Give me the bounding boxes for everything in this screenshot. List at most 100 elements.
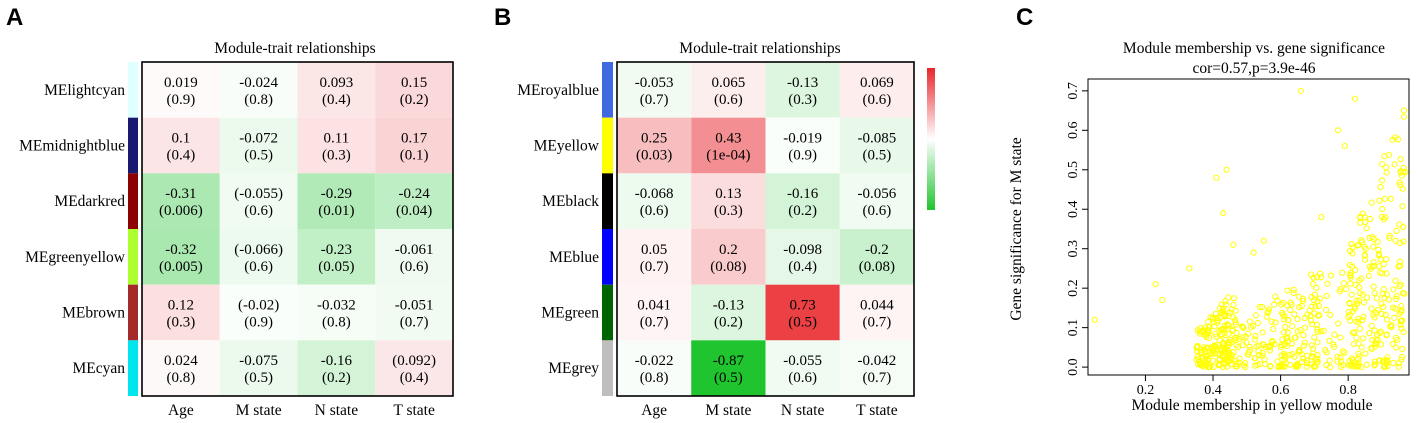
scatter-point: [1362, 245, 1369, 253]
scatter-point: [1197, 361, 1205, 368]
scatter-point: [1226, 309, 1233, 316]
heatmap-cell: [297, 340, 376, 396]
scatter-point: [1353, 363, 1360, 370]
scatter-point: [1323, 349, 1330, 356]
cell-pvalue: (0.7): [640, 92, 669, 108]
row-label: MElightcyan: [44, 82, 125, 99]
scatter-point: [1225, 347, 1232, 354]
scatter-point: [1361, 256, 1369, 263]
scatter-point: [1233, 329, 1240, 337]
scatter-point: [1353, 297, 1360, 304]
scatter-point: [1220, 360, 1227, 367]
scatter-point: [1243, 339, 1250, 346]
scatter-point: [1186, 265, 1193, 272]
scatter-point: [1334, 353, 1341, 360]
scatter-point: [1242, 333, 1249, 340]
module-color-swatch: [128, 229, 138, 285]
scatter-point: [1384, 354, 1391, 361]
row-label: MEbrown: [62, 305, 125, 322]
scatter-point: [1266, 347, 1274, 354]
scatter-point: [1324, 280, 1331, 287]
scatter-point: [1339, 348, 1347, 355]
heatmap-cell: [219, 62, 298, 118]
cell-correlation: -0.072: [239, 131, 278, 147]
scatter-point: [1222, 312, 1229, 319]
scatter-point: [1224, 343, 1231, 350]
scatter-point: [1381, 153, 1388, 160]
cell-pvalue: (0.9): [167, 92, 196, 108]
scatter-point: [1311, 291, 1319, 298]
y-tick-label: 0.6: [1066, 122, 1081, 140]
scatter-point: [1256, 360, 1264, 368]
cell-pvalue: (0.5): [714, 370, 743, 386]
cell-correlation: -0.032: [317, 298, 356, 314]
scatter-point: [1356, 290, 1364, 297]
scatter-point: [1217, 346, 1225, 353]
scatter-point: [1378, 177, 1386, 184]
heatmap-cell: [839, 173, 914, 229]
cell-pvalue: (0.3): [714, 203, 743, 219]
scatter-point: [1373, 340, 1380, 347]
cell-pvalue: (0.6): [640, 203, 669, 219]
x-tick-label: 0.2: [1137, 383, 1155, 398]
scatter-point: [1398, 307, 1405, 314]
scatter-point: [1278, 301, 1285, 308]
cell-correlation: 0.25: [641, 131, 667, 147]
scatter-point: [1398, 356, 1405, 363]
cell-pvalue: (0.6): [863, 92, 892, 108]
scatter-point: [1397, 318, 1404, 325]
scatter-point: [1353, 300, 1361, 307]
scatter-point: [1246, 318, 1253, 325]
x-tick-label: 0.6: [1272, 383, 1290, 398]
scatter-point: [1359, 335, 1367, 342]
scatter-point: [1289, 323, 1296, 330]
scatter-point: [1209, 345, 1216, 352]
scatter-point: [1399, 345, 1406, 353]
scatter-point: [1341, 142, 1348, 150]
scatter-point: [1256, 351, 1263, 359]
scatter-point: [1300, 342, 1307, 349]
scatter-point: [1339, 269, 1346, 276]
scatter-point: [1386, 232, 1393, 239]
scatter-point: [1363, 294, 1371, 301]
scatter-point: [1233, 361, 1240, 368]
scatter-point: [1268, 318, 1275, 325]
scatter-point: [1383, 270, 1390, 277]
cell-correlation: 0.05: [641, 242, 667, 258]
scatter-point: [1297, 87, 1304, 94]
cell-correlation: (0.092): [392, 353, 436, 369]
scatter-point: [1389, 340, 1396, 348]
cell-correlation: -0.053: [635, 75, 674, 91]
scatter-point: [1277, 343, 1284, 351]
column-label: M state: [236, 402, 282, 419]
cell-pvalue: (0.6): [244, 203, 273, 219]
cell-correlation: -0.056: [858, 186, 897, 202]
scatter-point: [1270, 325, 1277, 333]
heatmap-cell: [375, 62, 453, 118]
scatter-point: [1256, 303, 1263, 311]
scatter-point: [1290, 286, 1297, 293]
scatter-point: [1348, 241, 1355, 248]
cell-correlation: -0.042: [858, 353, 897, 369]
heatmap-cell: [297, 173, 376, 229]
scatter-point: [1336, 288, 1343, 295]
row-label: MEyellow: [534, 138, 600, 155]
column-label: Age: [641, 402, 667, 419]
scatter-point: [1294, 316, 1301, 323]
scatter-point: [1289, 351, 1296, 358]
heatmap-cell: [297, 284, 376, 341]
scatter-point: [1383, 331, 1390, 338]
scatter-point: [1284, 329, 1291, 336]
scatter-point: [1252, 332, 1259, 340]
scatter-point: [1366, 330, 1373, 337]
scatter-point: [1396, 258, 1404, 265]
y-tick-label: 0.3: [1066, 240, 1081, 258]
scatter-point: [1368, 322, 1375, 329]
cell-correlation: -0.31: [165, 186, 196, 202]
scatter-point: [1393, 293, 1400, 300]
scatter-point: [1360, 299, 1368, 306]
cell-correlation: 0.73: [790, 298, 816, 314]
scatter-point: [1397, 181, 1404, 189]
heatmap-cell: [219, 229, 298, 285]
